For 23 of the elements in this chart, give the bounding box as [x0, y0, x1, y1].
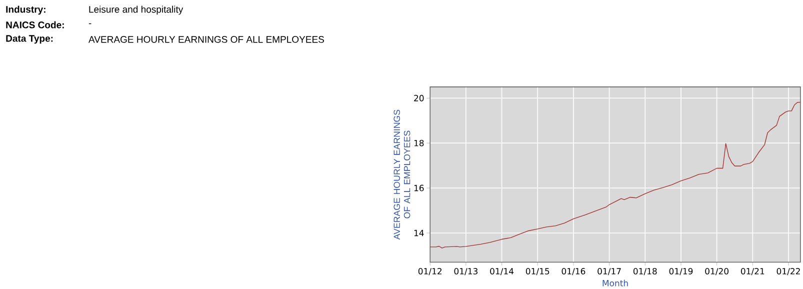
text: NAICS Code: — [6, 22, 64, 29]
x-tick-label: 01/21 — [740, 268, 764, 276]
text: AVERAGE HOURLY EARNINGS OF ALL EMPLOYEES — [88, 36, 324, 43]
x-tick-label: 01/20 — [705, 268, 728, 276]
x-tick-label: 01/14 — [490, 268, 514, 276]
x-tick-label: 01/16 — [562, 268, 586, 276]
x-tick-label: 01/19 — [669, 268, 693, 276]
y-axis-title: AVERAGE HOURLY EARNINGS OF ALL EMPLOYEES — [394, 110, 410, 240]
x-tick-label: 01/17 — [598, 268, 621, 276]
y-tick-label: 16 — [414, 185, 424, 192]
x-tick-label: 01/22 — [776, 268, 800, 276]
x-tick-label: 01/12 — [418, 268, 442, 276]
y-tick-label: 20 — [414, 95, 424, 102]
x-axis-title: Month — [602, 280, 628, 287]
x-tick-label: 01/15 — [526, 268, 550, 276]
text: Leisure and hospitality — [89, 6, 184, 15]
text: Data Type: — [6, 35, 53, 44]
line-series — [430, 102, 800, 249]
text: Industry: — [6, 6, 46, 15]
x-tick-label: 01/18 — [633, 268, 657, 276]
x-tick-label: 01/13 — [454, 268, 478, 276]
y-tick-label: 18 — [414, 140, 424, 146]
y-tick-label: 14 — [414, 230, 424, 236]
